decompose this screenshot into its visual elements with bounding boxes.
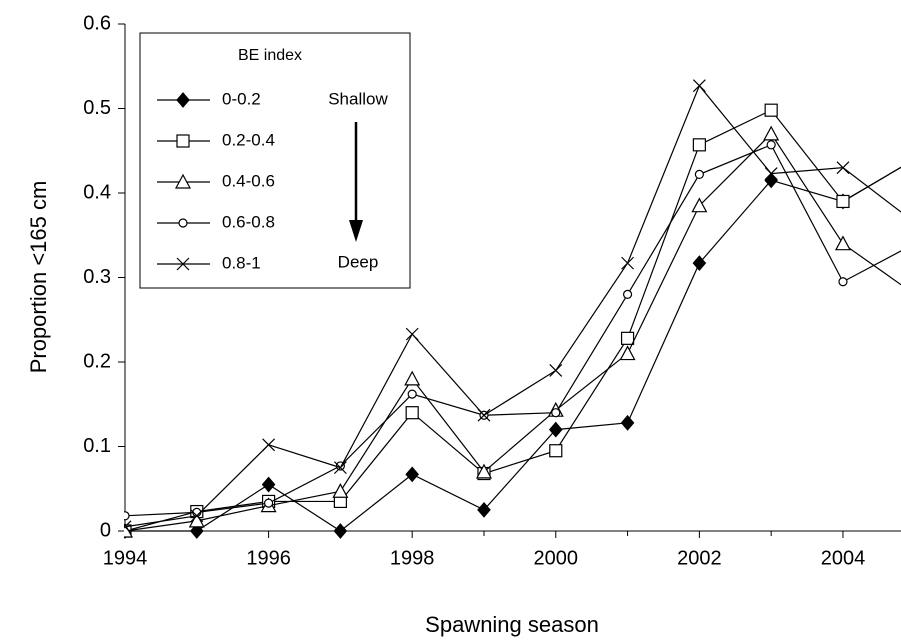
- marker: [263, 498, 274, 508]
- marker: [549, 444, 563, 458]
- arrow-head: [349, 220, 363, 242]
- legend-marker: [176, 134, 190, 148]
- x-tick-label: 1996: [246, 547, 291, 569]
- y-axis-title: Proportion <165 cm: [26, 181, 51, 374]
- y-tick-label: 0.5: [83, 97, 111, 119]
- y-tick-label: 0.1: [83, 435, 111, 457]
- marker: [838, 277, 848, 287]
- annotation: Shallow: [328, 89, 388, 108]
- plot-area: [124, 79, 901, 539]
- marker: [405, 466, 419, 483]
- marker: [619, 345, 636, 361]
- series-line: [124, 84, 901, 528]
- y-tick-label: 0.6: [83, 12, 111, 34]
- legend-box: [139, 32, 411, 289]
- x-tick-label: 2002: [677, 547, 722, 569]
- marker: [763, 125, 780, 141]
- x-tick-label: 2000: [534, 547, 579, 569]
- legend-label: 0-0.2: [222, 89, 261, 108]
- marker: [261, 476, 276, 493]
- marker: [692, 138, 706, 152]
- marker: [692, 255, 707, 272]
- legend-marker: [176, 92, 190, 108]
- legend-marker: [178, 218, 188, 228]
- marker: [405, 327, 419, 341]
- y-tick-label: 0.3: [83, 266, 111, 288]
- marker: [834, 235, 851, 251]
- x-axis-title: Spawning season: [425, 612, 599, 637]
- marker: [404, 370, 421, 386]
- legend-marker: [174, 173, 192, 189]
- marker: [190, 523, 204, 539]
- legend-marker: [176, 257, 190, 271]
- legend-label: 0.4-0.6: [222, 171, 275, 190]
- marker: [477, 408, 491, 422]
- series-line: [125, 166, 901, 532]
- marker: [766, 140, 776, 150]
- series-line: [124, 132, 901, 532]
- legend-label: 0.6-0.8: [222, 212, 275, 231]
- marker: [262, 438, 276, 452]
- marker: [691, 197, 708, 213]
- marker: [333, 461, 347, 475]
- marker: [621, 256, 634, 270]
- marker: [620, 331, 635, 345]
- marker: [188, 512, 205, 528]
- x-tick-label: 2004: [821, 547, 866, 569]
- x-tick-label: 1998: [390, 547, 435, 569]
- marker: [124, 520, 132, 534]
- y-tick-label: 0: [100, 519, 111, 541]
- marker: [548, 421, 563, 438]
- marker: [332, 483, 349, 498]
- marker: [549, 364, 563, 377]
- marker: [405, 406, 419, 420]
- marker: [477, 501, 491, 518]
- x-tick-label: 1994: [103, 547, 148, 569]
- legend-label: 0.2-0.4: [222, 130, 275, 149]
- marker: [407, 389, 417, 399]
- marker: [124, 511, 130, 521]
- marker: [836, 161, 850, 175]
- marker: [764, 103, 778, 117]
- marker: [692, 79, 706, 93]
- marker: [622, 289, 633, 299]
- marker: [694, 169, 704, 180]
- legend-title: BE index: [238, 47, 302, 64]
- series-line: [124, 109, 901, 532]
- y-tick-label: 0.2: [83, 350, 111, 372]
- legend-label: 0.8-1: [222, 253, 261, 272]
- series-line: [124, 144, 901, 517]
- marker: [333, 523, 348, 539]
- marker: [190, 509, 204, 523]
- marker: [475, 463, 492, 479]
- marker: [620, 414, 635, 431]
- marker: [764, 167, 778, 180]
- marker: [836, 194, 850, 209]
- annotation: Deep: [338, 252, 379, 271]
- marker: [551, 408, 561, 418]
- y-tick-label: 0.4: [83, 181, 111, 203]
